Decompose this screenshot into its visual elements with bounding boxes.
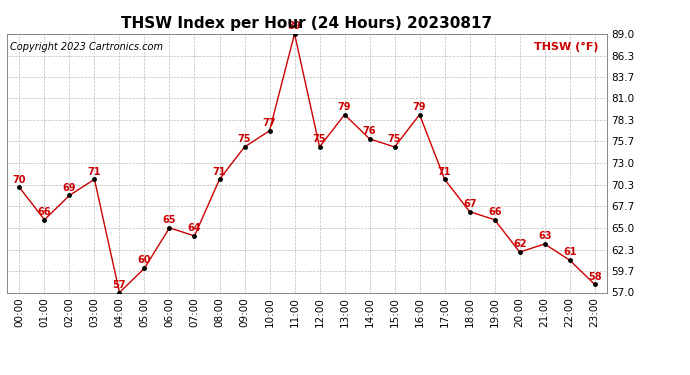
Text: 60: 60 bbox=[138, 255, 151, 266]
Text: 71: 71 bbox=[213, 166, 226, 177]
Text: 65: 65 bbox=[163, 215, 176, 225]
Text: 75: 75 bbox=[238, 134, 251, 144]
Text: 63: 63 bbox=[538, 231, 551, 241]
Text: 75: 75 bbox=[388, 134, 402, 144]
Text: 70: 70 bbox=[12, 175, 26, 184]
Text: Copyright 2023 Cartronics.com: Copyright 2023 Cartronics.com bbox=[10, 42, 163, 51]
Text: 77: 77 bbox=[263, 118, 276, 128]
Text: 89: 89 bbox=[288, 21, 302, 31]
Text: 61: 61 bbox=[563, 248, 576, 257]
Text: 75: 75 bbox=[313, 134, 326, 144]
Text: 64: 64 bbox=[188, 223, 201, 233]
Text: 67: 67 bbox=[463, 199, 476, 209]
Text: 79: 79 bbox=[338, 102, 351, 112]
Text: 66: 66 bbox=[38, 207, 51, 217]
Text: 76: 76 bbox=[363, 126, 376, 136]
Text: 69: 69 bbox=[63, 183, 76, 193]
Text: 58: 58 bbox=[588, 272, 602, 282]
Text: 71: 71 bbox=[438, 166, 451, 177]
Text: 57: 57 bbox=[112, 280, 126, 290]
Text: 66: 66 bbox=[488, 207, 502, 217]
Title: THSW Index per Hour (24 Hours) 20230817: THSW Index per Hour (24 Hours) 20230817 bbox=[121, 16, 493, 31]
Text: 71: 71 bbox=[88, 166, 101, 177]
Text: THSW (°F): THSW (°F) bbox=[533, 42, 598, 52]
Text: 62: 62 bbox=[513, 239, 526, 249]
Text: 79: 79 bbox=[413, 102, 426, 112]
